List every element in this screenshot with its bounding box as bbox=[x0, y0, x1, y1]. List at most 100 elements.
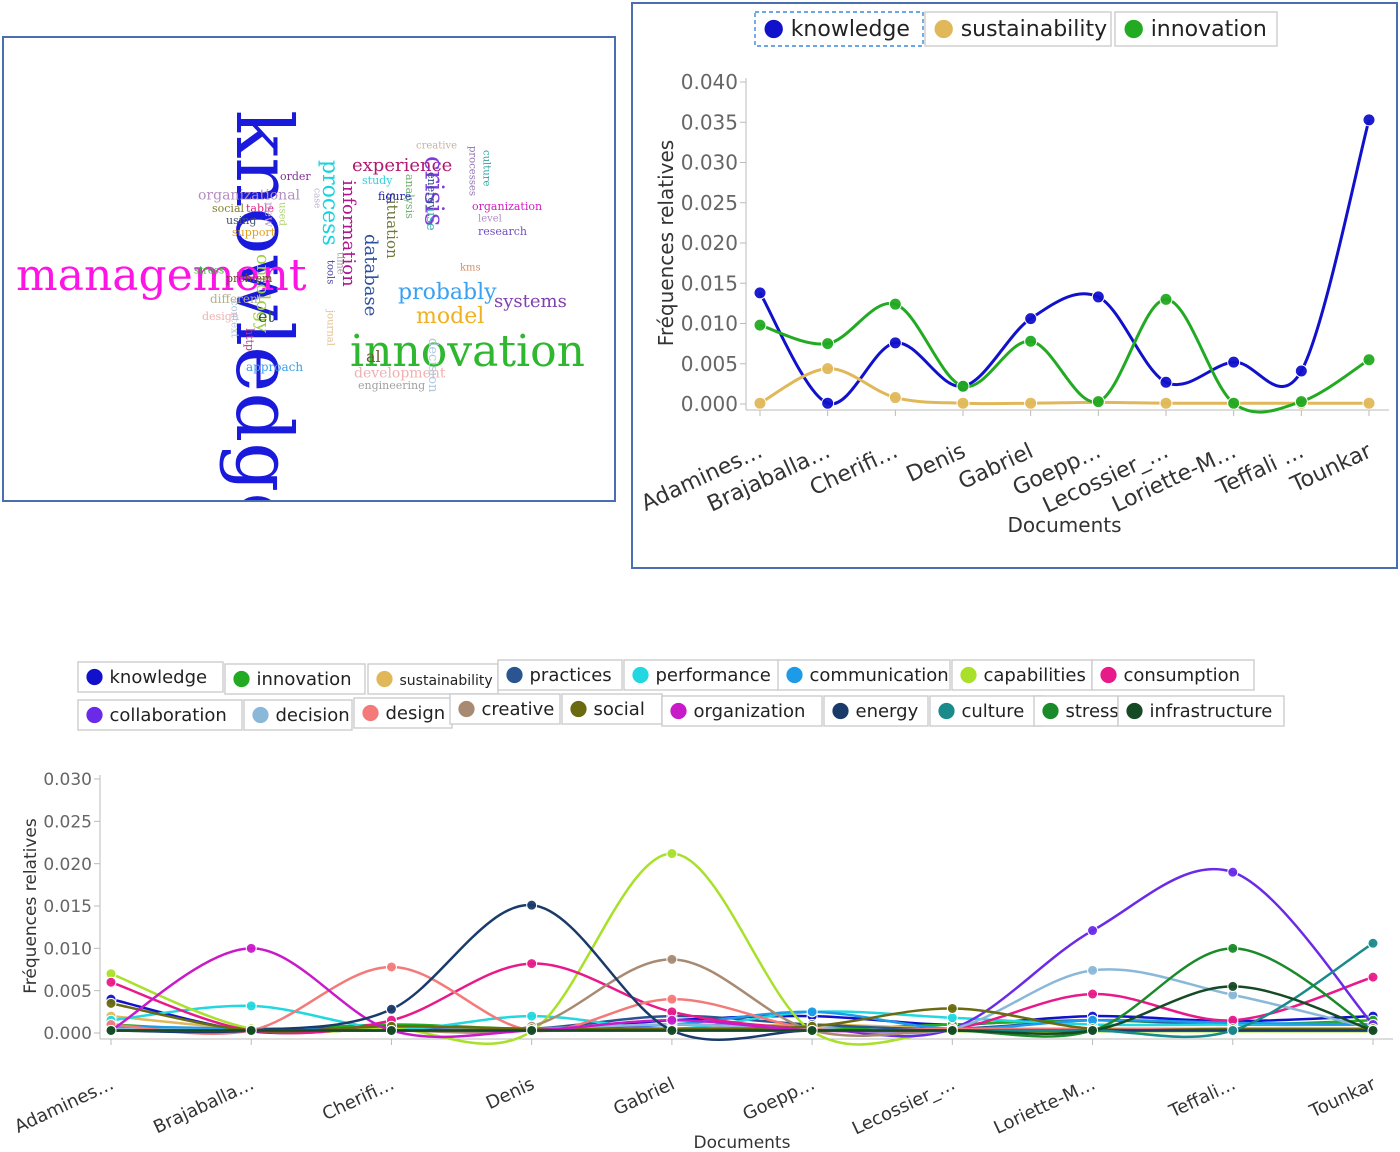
word-cloud-word: model bbox=[416, 304, 484, 329]
data-point-innovation bbox=[1362, 353, 1376, 367]
word-cloud-word: figure bbox=[378, 190, 411, 203]
legend-item-innovation[interactable]: innovation bbox=[1114, 11, 1278, 47]
legend-swatch bbox=[86, 706, 103, 724]
legend-item-decision[interactable]: decision bbox=[243, 699, 353, 731]
legend-item-capabilities[interactable]: capabilities bbox=[951, 659, 1093, 691]
word-cloud-word: et bbox=[258, 307, 274, 326]
y-tick-label: 0.025 bbox=[43, 812, 92, 832]
y-tick-label: 0.005 bbox=[43, 982, 92, 1002]
data-point-sustainability bbox=[821, 362, 835, 376]
legend-item-sustainability[interactable]: sustainability bbox=[367, 663, 499, 695]
data-point-consumption bbox=[1367, 971, 1379, 983]
data-point-culture bbox=[1367, 937, 1379, 949]
series-line-knowledge bbox=[758, 119, 1371, 406]
data-point-infrastructure bbox=[666, 1024, 678, 1036]
legend-swatch bbox=[938, 702, 955, 720]
word-cloud-word: support bbox=[232, 226, 276, 239]
legend-item-communication[interactable]: communication bbox=[777, 659, 951, 691]
word-cloud-word: table bbox=[246, 202, 274, 215]
top-line-chart-panel: 0.000 0.005 0.010 0.015 0.020 0.025 0.030 0.035… bbox=[631, 2, 1398, 569]
data-point-collaboration bbox=[1227, 866, 1239, 878]
word-cloud-word: ontology bbox=[252, 254, 273, 334]
x-axis-title: Documents bbox=[1007, 513, 1121, 537]
legend-label: energy bbox=[856, 701, 919, 722]
data-point-consumption bbox=[1087, 988, 1099, 1000]
data-point-social bbox=[946, 1002, 958, 1014]
legend-item-consumption[interactable]: consumption bbox=[1091, 659, 1255, 691]
word-cloud-word: processes bbox=[467, 146, 478, 196]
legend-item-innovation[interactable]: innovation bbox=[224, 663, 366, 695]
legend-swatch bbox=[86, 668, 103, 686]
series-line-design bbox=[110, 965, 1373, 1035]
y-axis-title: Fréquences relatives bbox=[21, 818, 41, 994]
y-tick-label: 0.000 bbox=[681, 392, 738, 416]
legend-box bbox=[754, 11, 924, 47]
y-tick-label: 0.000 bbox=[43, 1024, 92, 1044]
data-point-communication bbox=[806, 1006, 818, 1018]
legend-item-knowledge[interactable]: knowledge bbox=[77, 661, 224, 693]
legend-item-practices[interactable]: practices bbox=[497, 659, 623, 691]
data-point-innovation bbox=[1024, 334, 1038, 348]
data-point-infrastructure bbox=[946, 1024, 958, 1036]
legend-item-collaboration[interactable]: collaboration bbox=[77, 699, 243, 731]
word-cloud-word: energy bbox=[425, 172, 438, 211]
data-point-innovation bbox=[1159, 292, 1173, 306]
legend-item-design[interactable]: design bbox=[353, 697, 453, 729]
legend-item-knowledge[interactable]: knowledge bbox=[754, 11, 924, 47]
x-tick-label: Brajaballa… bbox=[150, 1073, 257, 1138]
legend-swatch bbox=[1126, 702, 1143, 720]
legend-item-organization[interactable]: organization bbox=[661, 695, 823, 727]
legend-label: culture bbox=[962, 701, 1025, 722]
legend-swatch bbox=[764, 19, 783, 39]
legend-box bbox=[1117, 695, 1285, 727]
data-point-decision bbox=[1087, 964, 1099, 976]
data-point-innovation bbox=[821, 337, 835, 351]
legend-item-performance[interactable]: performance bbox=[623, 659, 780, 691]
legend-label: decision bbox=[276, 705, 350, 726]
data-point-infrastructure bbox=[806, 1024, 818, 1036]
y-tick-label: 0.005 bbox=[681, 352, 738, 376]
legend-label: innovation bbox=[257, 669, 352, 690]
y-tick-label: 0.020 bbox=[43, 855, 92, 875]
legend-swatch bbox=[458, 700, 475, 718]
word-cloud-word: crisis bbox=[419, 156, 449, 226]
word-cloud-word: tools bbox=[325, 260, 336, 284]
data-point-infrastructure bbox=[1367, 1024, 1379, 1036]
legend-box bbox=[77, 699, 243, 731]
y-tick-label: 0.015 bbox=[43, 897, 92, 917]
legend-label: social bbox=[594, 699, 645, 720]
data-point-infrastructure bbox=[385, 1024, 397, 1036]
word-cloud-word: context bbox=[229, 300, 240, 338]
legend-swatch bbox=[506, 666, 523, 684]
data-point-innovation bbox=[1294, 395, 1308, 409]
legend-swatch bbox=[670, 702, 687, 720]
legend-item-stress[interactable]: stress bbox=[1033, 695, 1119, 727]
legend-item-social[interactable]: social bbox=[561, 693, 663, 725]
legend-label: knowledge bbox=[110, 667, 208, 688]
legend-swatch bbox=[252, 706, 269, 724]
data-point-knowledge bbox=[1362, 113, 1376, 127]
data-point-stress bbox=[1227, 942, 1239, 954]
data-point-energy bbox=[526, 899, 538, 911]
legend-item-creative[interactable]: creative bbox=[449, 693, 561, 725]
legend-item-infrastructure[interactable]: infrastructure bbox=[1117, 695, 1285, 727]
word-cloud-word: engineering bbox=[358, 379, 425, 392]
data-point-knowledge bbox=[821, 396, 835, 410]
legend-label: consumption bbox=[1124, 665, 1241, 686]
legend-swatch bbox=[632, 666, 649, 684]
data-point-innovation bbox=[888, 297, 902, 311]
data-point-design bbox=[666, 993, 678, 1005]
word-cloud-word: process bbox=[317, 160, 342, 246]
word-cloud-word: social bbox=[212, 202, 245, 215]
legend-label: innovation bbox=[1151, 17, 1267, 42]
word-cloud-word: design bbox=[202, 310, 239, 323]
data-point-knowledge bbox=[753, 286, 767, 300]
legend-item-culture[interactable]: culture bbox=[929, 695, 1043, 727]
legend-box bbox=[1091, 659, 1255, 691]
word-cloud-panel: knowledge management innovation experience c… bbox=[2, 36, 616, 502]
data-point-performance bbox=[245, 1000, 257, 1012]
data-point-innovation bbox=[753, 318, 767, 332]
data-point-energy bbox=[385, 1003, 397, 1015]
legend-item-energy[interactable]: energy bbox=[823, 695, 929, 727]
legend-item-sustainability[interactable]: sustainability bbox=[924, 11, 1112, 47]
